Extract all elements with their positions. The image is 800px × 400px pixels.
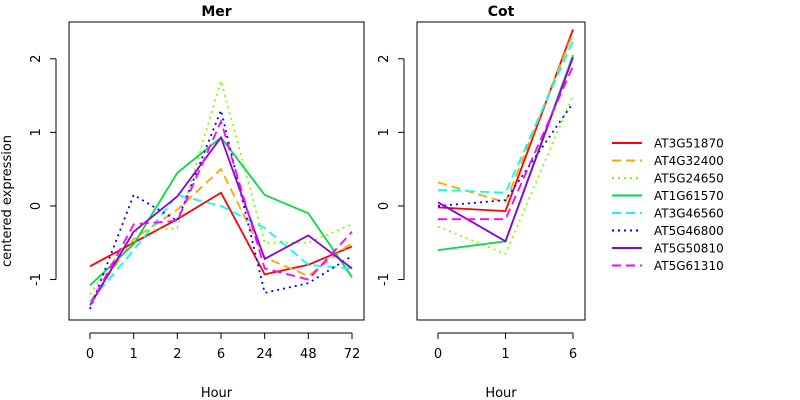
plot-frame [416,21,586,321]
x-axis-label: Hour [485,386,517,400]
panel-mer: Mer 0 1 2 6 24 48 72 Hour -1 0 1 2 centered expressio… [0,4,365,400]
legend-label: AT3G46560 [654,207,724,221]
x-tick-label: 1 [130,347,138,362]
chart-title: Cot [488,4,515,20]
x-tick-label: 0 [434,347,442,362]
legend-label: AT3G51870 [654,137,724,151]
y-tick-label: 1 [377,128,392,136]
series-line-at3g46560 [89,193,353,303]
x-tick-label: 6 [217,347,225,362]
series-line-at3g51870 [89,191,353,276]
y-tick-label: -1 [377,273,392,286]
series-line-at4g32400 [437,32,574,204]
y-tick-label: 1 [29,128,44,136]
x-tick-label: 6 [569,347,577,362]
legend-label: AT5G24650 [654,172,724,186]
chart-title: Mer [201,4,231,20]
legend-label: AT5G46800 [654,224,724,238]
plot-frame [68,21,365,321]
series-line-at3g46560 [437,40,574,194]
series-line-at5g46800 [437,102,574,207]
legend: AT3G51870 AT4G32400 AT5G24650 AT1G61570 AT3G… [612,137,724,273]
legend-label: AT1G61570 [654,189,724,203]
series-line-at5g24650 [437,95,574,255]
series-line-at3g51870 [437,29,574,213]
series-line-at5g46800 [89,107,353,310]
y-tick-label: 2 [377,55,392,63]
x-tick-label: 48 [300,347,317,362]
y-tick-label: 0 [29,202,44,210]
legend-label: AT5G61310 [654,259,724,273]
x-tick-label: 24 [256,347,273,362]
x-axis-label: Hour [201,386,233,400]
x-tick-label: 0 [86,347,94,362]
series-line-at5g50810 [89,135,353,306]
panel-cot: Cot 0 1 6 Hour -1 0 1 2 [377,4,586,400]
y-tick-label: 0 [377,202,392,210]
series-line-at5g50810 [437,56,574,243]
y-tick-label: -1 [29,273,44,286]
y-axis-label: centered expression [0,135,15,267]
series-line-at5g61310 [89,118,353,306]
series-line-at4g32400 [89,167,353,303]
series-line-at5g61310 [438,65,574,221]
x-tick-label: 1 [501,347,509,362]
x-tick-label: 2 [173,347,181,362]
legend-label: AT5G50810 [654,242,724,256]
y-tick-label: 2 [29,55,44,63]
legend-label: AT4G32400 [654,154,724,168]
x-tick-label: 72 [344,347,361,362]
